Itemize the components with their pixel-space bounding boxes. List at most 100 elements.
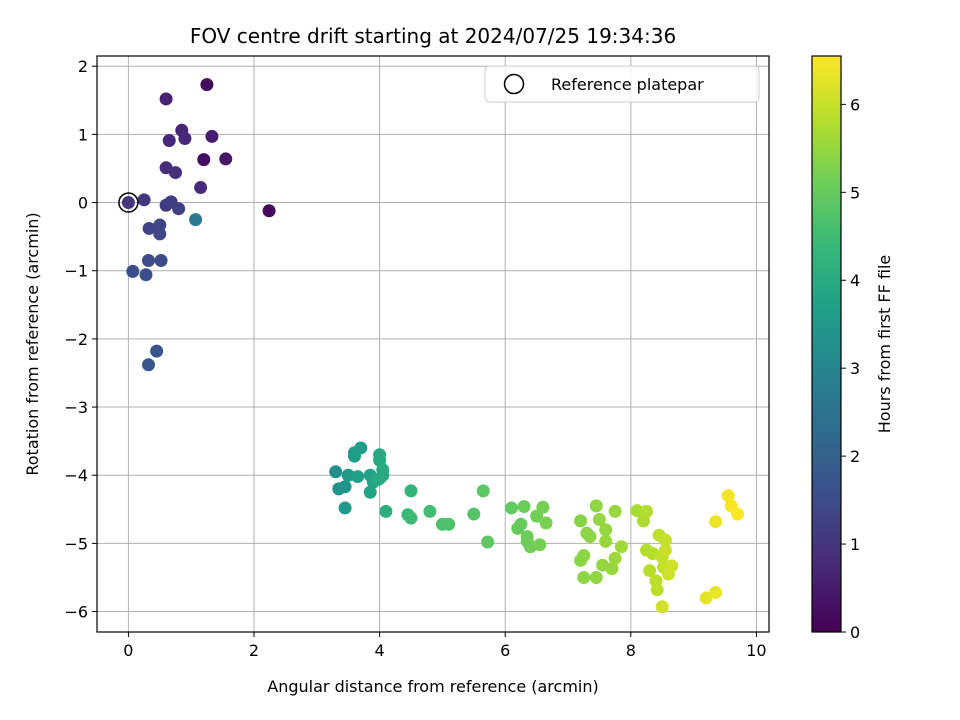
data-point [599,534,613,548]
colorbar-tick-label: 1 [850,535,860,554]
data-point [699,591,713,605]
data-point [197,153,211,167]
data-point [172,202,186,216]
reference-platepar-marker [118,192,139,213]
data-point [539,516,553,530]
y-tick-label: 1 [78,125,88,144]
data-point [178,131,192,145]
data-point [205,129,219,143]
data-point [505,501,519,515]
colorbar-tick-label: 6 [850,95,860,114]
data-point [154,253,168,267]
x-tick-label: 10 [746,641,766,660]
data-point [169,166,183,180]
data-point [137,193,151,207]
data-point [658,543,672,557]
data-point [592,513,606,527]
data-point [476,484,490,498]
reference-marker-layer [118,192,139,213]
data-point [379,504,393,518]
x-tick-label: 4 [375,641,385,660]
data-point [599,523,613,537]
data-point [614,540,628,554]
data-point [630,504,644,518]
data-point [577,570,591,584]
data-point [655,600,669,614]
data-point [363,485,377,499]
data-point [589,499,603,513]
y-tick-label: −3 [64,398,88,417]
data-point [159,92,173,106]
data-point [608,551,622,565]
y-tick-label: 0 [78,194,88,213]
data-point [574,514,588,528]
x-tick-label: 8 [626,641,636,660]
data-point [153,227,167,241]
legend: Reference platepar [484,65,760,103]
data-point [650,583,664,597]
data-point [338,501,352,515]
colorbar-tick-label: 0 [850,623,860,642]
x-axis-label: Angular distance from reference (arcmin) [267,677,598,696]
colorbar-tick-label: 5 [850,183,860,202]
data-point [219,152,233,166]
data-point [189,213,203,227]
colorbar-tick-label: 4 [850,271,860,290]
data-point [142,221,156,235]
data-point [121,196,135,210]
data-point [150,344,164,358]
data-point [442,517,456,531]
grid-lines [97,56,769,632]
colorbar: 0 1 2 3 4 5 6 Hours from first FF file [811,55,894,642]
data-point [605,562,619,576]
x-tick-label: 6 [500,641,510,660]
chart-title: FOV centre drift starting at 2024/07/25 … [190,24,676,48]
data-point [404,484,418,498]
colorbar-ticks: 0 1 2 3 4 5 6 [841,95,860,642]
data-point [200,78,214,92]
x-tick-label: 2 [249,641,259,660]
colorbar-label: Hours from first FF file [875,255,894,434]
data-point [643,564,657,578]
data-point [481,535,495,549]
data-point [517,500,531,514]
plot-area-frame [96,55,770,633]
data-point [351,470,365,484]
colorbar-frame [811,55,842,633]
data-point [709,515,723,529]
y-tick-label: 2 [78,57,88,76]
colorbar-tick-label: 2 [850,447,860,466]
data-point [658,533,672,547]
data-point [467,507,481,521]
legend-box [484,65,760,103]
y-tick-label: −5 [64,534,88,553]
data-point [640,504,654,518]
y-axis-label: Rotation from reference (arcmin) [23,212,42,475]
data-point [162,134,176,148]
data-point [329,465,343,479]
data-point [721,489,735,503]
data-point [354,441,368,455]
y-tick-label: −4 [64,466,88,485]
data-point [404,511,418,525]
data-point [338,480,352,494]
data-point [583,530,597,544]
y-tick-label: −1 [64,262,88,281]
data-point [126,264,140,278]
data-point [139,268,153,282]
data-point [423,504,437,518]
data-point [194,181,208,195]
data-point [536,500,550,514]
data-point [731,507,745,521]
data-point [665,559,679,573]
data-point [371,472,385,486]
data-point [577,549,591,563]
data-point [514,517,528,531]
data-point [589,570,603,584]
data-point [262,204,276,218]
legend-entry-reference: Reference platepar [551,75,704,94]
colorbar-gradient [812,56,841,632]
y-tick-label: −6 [64,603,88,622]
legend-reference-marker [503,73,525,95]
